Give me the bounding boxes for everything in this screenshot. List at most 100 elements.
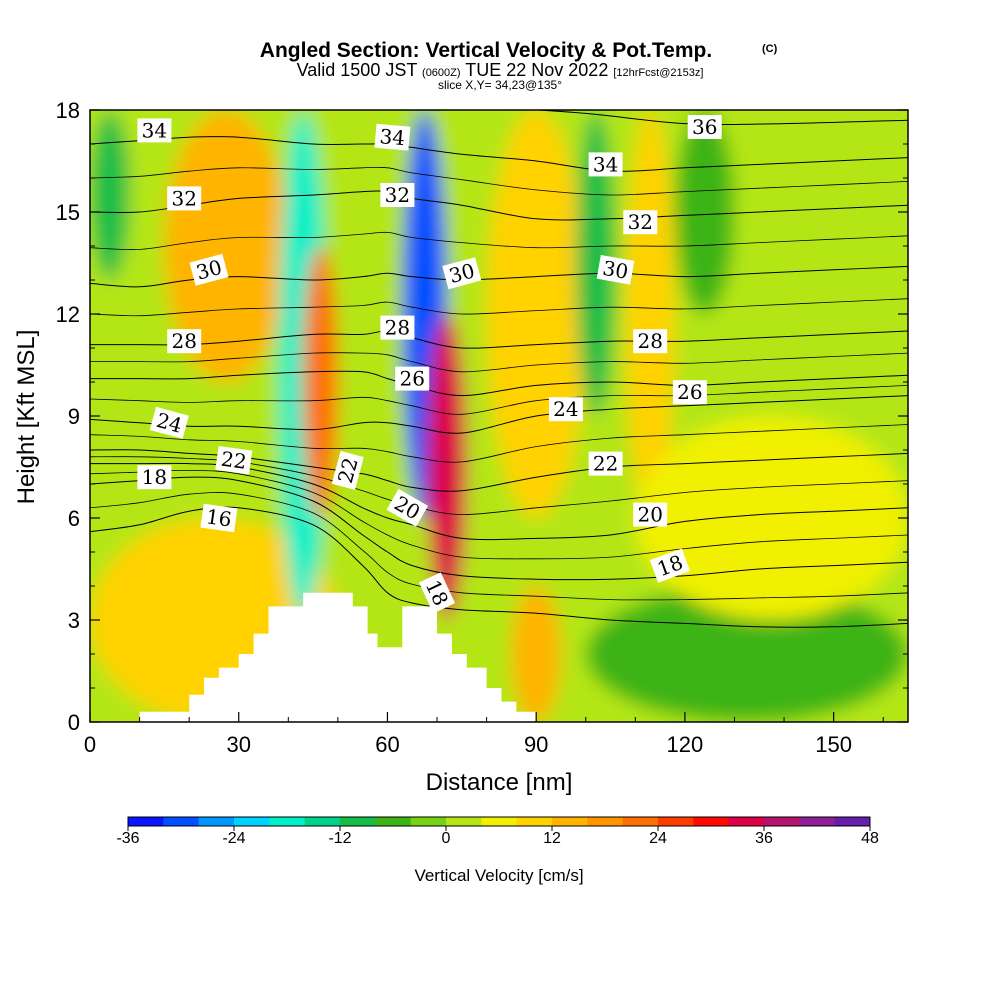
contour-label: 20 xyxy=(633,502,668,527)
contour-label-box xyxy=(167,329,202,354)
contour-label-box xyxy=(380,315,415,340)
contour-label: 22 xyxy=(331,450,364,490)
colorbar-label: Vertical Velocity [cm/s] xyxy=(414,866,583,885)
contour-label-text: 32 xyxy=(171,186,196,210)
contour-label: 32 xyxy=(623,210,658,235)
contour-36 xyxy=(531,110,908,126)
contour-labels: 3432302824221816343228262220183036343230… xyxy=(137,115,722,614)
contour-label-text: 30 xyxy=(601,256,630,284)
contour-label: 22 xyxy=(588,451,623,476)
x-tick-label: 120 xyxy=(667,732,704,757)
contour-label-box xyxy=(215,445,253,475)
contour-label-box xyxy=(418,572,456,614)
contour-label-text: 32 xyxy=(628,210,653,234)
colorbar-segment xyxy=(764,817,800,826)
contour-label-box xyxy=(548,397,583,422)
contour-label-text: 32 xyxy=(385,183,410,207)
contour-label-box xyxy=(633,329,668,354)
contour-label-text: 26 xyxy=(677,380,702,404)
contour-intermediate xyxy=(90,424,908,463)
valid-time-line: Valid 1500 JST (0600Z) TUE 22 Nov 2022 [… xyxy=(297,60,704,80)
contour-label-text: 34 xyxy=(379,124,406,150)
velocity-region-updraft-band-1 xyxy=(303,246,338,518)
contour-label: 30 xyxy=(596,255,635,285)
slice-info: slice X,Y= 34,23@135° xyxy=(438,78,562,92)
velocity-region-lowlevel-updraft-90 xyxy=(511,586,561,722)
velocity-fill xyxy=(90,110,908,722)
contour-label: 24 xyxy=(149,406,189,439)
velocity-region-lee-wave-updraft xyxy=(427,314,467,620)
contour-label-text: 22 xyxy=(220,447,249,474)
x-tick-label: 60 xyxy=(375,732,399,757)
contour-label-text: 26 xyxy=(399,367,424,391)
colorbar-segment xyxy=(375,817,412,826)
x-tick-label: 150 xyxy=(815,732,852,757)
contour-label-box xyxy=(167,186,202,211)
colorbar-segment xyxy=(552,817,588,826)
x-tick-label: 90 xyxy=(524,732,548,757)
contour-label-box xyxy=(200,503,238,533)
contour-label-box xyxy=(588,451,623,476)
contour-label-box xyxy=(137,118,172,143)
contour-intermediate xyxy=(90,298,908,317)
contour-intermediate xyxy=(90,469,908,560)
contour-intermediate xyxy=(90,166,908,196)
contour-label-text: 34 xyxy=(142,118,167,142)
colorbar-segment xyxy=(340,817,376,826)
chart-title: Angled Section: Vertical Velocity & Pot.… xyxy=(260,39,712,62)
colorbar-segment xyxy=(446,817,482,826)
contour-label-box xyxy=(649,548,691,583)
contour-label-text: 16 xyxy=(205,504,234,531)
colorbar-tick-label: 48 xyxy=(861,830,879,847)
contour-label: 34 xyxy=(137,118,172,143)
contour-label: 18 xyxy=(137,465,172,490)
velocity-region-right-midlevel-updraft xyxy=(635,416,908,620)
contour-20 xyxy=(90,462,908,541)
colorbar-segment xyxy=(728,817,765,826)
colorbar-tick-label: -24 xyxy=(222,830,245,847)
contour-label-text: 28 xyxy=(385,316,410,340)
contour-label-box xyxy=(395,366,430,391)
contour-label-text: 36 xyxy=(692,115,717,139)
contour-label-box xyxy=(374,123,411,151)
colorbar-segment xyxy=(622,817,659,826)
colorbar-frame xyxy=(127,816,871,827)
contour-label-text: 34 xyxy=(593,152,618,176)
colorbar-segment xyxy=(198,817,235,826)
contour-label-box xyxy=(149,406,189,439)
x-tick-label: 30 xyxy=(226,732,250,757)
y-axis-label: Height [Kft MSL] xyxy=(13,330,40,505)
contour-label: 36 xyxy=(687,115,722,139)
velocity-region-left-edge-downdraft xyxy=(90,110,130,280)
y-tick-label: 15 xyxy=(56,200,80,225)
colorbar-segment xyxy=(516,817,553,826)
y-tick-label: 12 xyxy=(56,302,80,327)
colorbar-segment xyxy=(834,817,871,826)
contour-label: 22 xyxy=(215,445,253,475)
colorbar-segment xyxy=(410,817,447,826)
x-axis-label: Distance [nm] xyxy=(426,769,573,796)
contour-label-text: 22 xyxy=(593,452,618,476)
velocity-region-left-high-warm xyxy=(164,110,289,382)
colorbar-tick-label: 36 xyxy=(755,830,773,847)
colorbar-tick-label: 24 xyxy=(649,830,667,847)
colorbar-segment xyxy=(693,817,730,826)
colorbar-segment xyxy=(163,817,200,826)
colorbar-segment xyxy=(234,817,270,826)
contour-22 xyxy=(90,449,908,492)
contour-label-box xyxy=(633,502,668,527)
contour-28 xyxy=(90,330,908,349)
contour-label: 32 xyxy=(167,186,202,211)
colorbar-segment xyxy=(658,817,694,826)
contour-label-box xyxy=(137,465,172,490)
contour-label: 28 xyxy=(633,329,668,354)
contour-label-box xyxy=(331,450,364,490)
contour-label-text: 20 xyxy=(637,503,662,527)
colorbar-segment xyxy=(269,817,306,826)
contour-24 xyxy=(90,395,908,434)
colorbar-tick-label: 0 xyxy=(442,830,451,847)
colorbar-segment xyxy=(481,817,518,826)
contour-label-box xyxy=(189,253,229,286)
